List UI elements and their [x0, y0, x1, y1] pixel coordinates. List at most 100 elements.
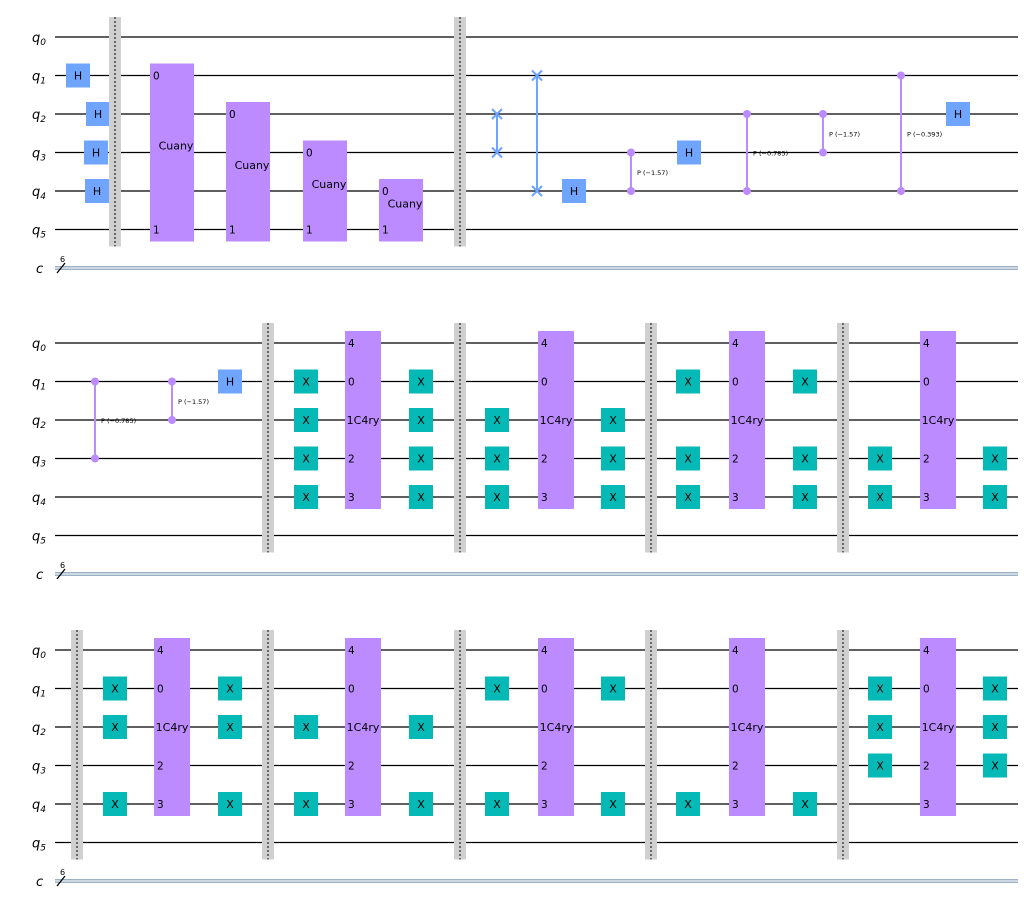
c4ry-port-label: 2: [348, 761, 355, 773]
pauli-x-gate: [868, 753, 892, 778]
pauli-x-gate: [601, 485, 625, 509]
qubit-label-index: 4: [40, 498, 46, 508]
pauli-x-gate-label: X: [302, 721, 310, 734]
pauli-x-gate: [485, 408, 509, 432]
qubit-label-index: 4: [40, 192, 46, 202]
pauli-x-gate-label: X: [991, 453, 999, 466]
cuany-port-label: 1: [229, 225, 236, 237]
pauli-x-gate-label: X: [684, 453, 692, 466]
qubit-label-q3: q3: [32, 453, 46, 470]
qubit-label-base: q: [32, 453, 40, 468]
classical-register-label: c: [36, 568, 43, 583]
hadamard-gate-label: H: [93, 185, 101, 198]
qubit-label-q0: q0: [32, 644, 46, 661]
qubit-label-index: 1: [40, 383, 46, 393]
pauli-x-gate: [676, 792, 700, 816]
pauli-x-gate-label: X: [609, 453, 617, 466]
pauli-x-gate-label: X: [302, 414, 310, 427]
c4ry-port-label: 4: [157, 645, 164, 657]
c4ry-port-label: 0: [541, 377, 548, 389]
pauli-x-gate-label: X: [991, 491, 999, 504]
pauli-x-gate: [793, 369, 817, 394]
pauli-x-gate-label: X: [609, 798, 617, 811]
qubit-label-base: q: [32, 147, 40, 162]
c4ry-gate: [920, 331, 956, 509]
pauli-x-gate-label: X: [417, 491, 425, 504]
pauli-x-gate-label: X: [417, 721, 425, 734]
c4ry-gate-label: 1C4ry: [922, 414, 955, 427]
c4ry-port-label: 3: [348, 799, 355, 811]
c4ry-gate: [345, 331, 381, 509]
cuany-port-label: 1: [306, 225, 313, 237]
pauli-x-gate: [793, 485, 817, 509]
pauli-x-gate: [103, 715, 127, 739]
pauli-x-gate: [294, 446, 318, 471]
c4ry-gate-label: 1C4ry: [731, 721, 764, 734]
pauli-x-gate-label: X: [876, 453, 884, 466]
pauli-x-gate: [983, 485, 1007, 509]
swap-cross-icon: [491, 108, 503, 120]
cuany-gate: [226, 102, 270, 242]
qubit-label-base: q: [32, 185, 40, 200]
qubit-label-base: q: [32, 337, 40, 352]
qubit-label-index: 3: [40, 460, 46, 470]
pauli-x-gate-label: X: [991, 721, 999, 734]
qubit-label-q2: q2: [32, 108, 46, 125]
barrier: [262, 630, 274, 860]
c4ry-gate: [538, 331, 574, 509]
c4ry-port-label: 0: [348, 377, 355, 389]
c4ry-port-label: 3: [732, 799, 739, 811]
qubit-label-q1: q1: [32, 70, 46, 87]
c4ry-port-label: 0: [732, 684, 739, 696]
phase-parameter-label: P (−0.785): [753, 150, 788, 158]
pauli-x-gate: [676, 485, 700, 509]
hadamard-gate: [218, 369, 242, 394]
cuany-port-label: 0: [153, 71, 160, 83]
pauli-x-gate-label: X: [801, 453, 809, 466]
pauli-x-gate: [601, 408, 625, 432]
pauli-x-gate-label: X: [684, 376, 692, 389]
c4ry-gate: [729, 331, 765, 509]
c4ry-port-label: 2: [923, 761, 930, 773]
c4ry-gate: [154, 638, 190, 816]
pauli-x-gate: [868, 485, 892, 509]
pauli-x-gate-label: X: [417, 376, 425, 389]
qubit-label-index: 1: [40, 77, 46, 87]
pauli-x-gate: [983, 676, 1007, 701]
pauli-x-gate-label: X: [684, 491, 692, 504]
qubit-label-base: q: [32, 70, 40, 85]
c4ry-port-label: 2: [541, 454, 548, 466]
c4ry-gate-label: 1C4ry: [540, 721, 573, 734]
cuany-port-label: 0: [229, 109, 236, 121]
qubit-label-q0: q0: [32, 337, 46, 354]
control-dot: [743, 187, 751, 195]
qubit-label-index: 2: [40, 728, 46, 738]
hadamard-gate: [85, 179, 109, 203]
pauli-x-gate: [983, 715, 1007, 739]
hadamard-gate-label: H: [92, 147, 100, 160]
c4ry-port-label: 2: [732, 454, 739, 466]
hadamard-gate-label: H: [954, 108, 962, 121]
c4ry-port-label: 3: [541, 799, 548, 811]
barrier: [645, 630, 657, 860]
classical-bus-slash: [56, 875, 66, 887]
c4ry-port-label: 4: [923, 645, 930, 657]
barrier: [454, 630, 466, 860]
pauli-x-gate: [601, 446, 625, 471]
qubit-label-base: q: [32, 760, 40, 775]
phase-parameter-label: P (−0.393): [907, 130, 942, 138]
qubit-label-q1: q1: [32, 376, 46, 393]
pauli-x-gate-label: X: [111, 798, 119, 811]
phase-parameter-label: P (−1.57): [637, 169, 668, 177]
qubit-label-base: q: [32, 414, 40, 429]
c4ry-port-label: 4: [923, 338, 930, 350]
control-dot: [743, 110, 751, 118]
pauli-x-gate: [676, 369, 700, 394]
cuany-port-label: 1: [382, 225, 389, 237]
phase-parameter-label: P (−1.57): [829, 130, 860, 138]
pauli-x-gate: [983, 446, 1007, 471]
qubit-label-base: q: [32, 798, 40, 813]
qubit-label-base: q: [32, 644, 40, 659]
control-dot: [91, 377, 99, 386]
hadamard-gate-label: H: [685, 147, 693, 160]
